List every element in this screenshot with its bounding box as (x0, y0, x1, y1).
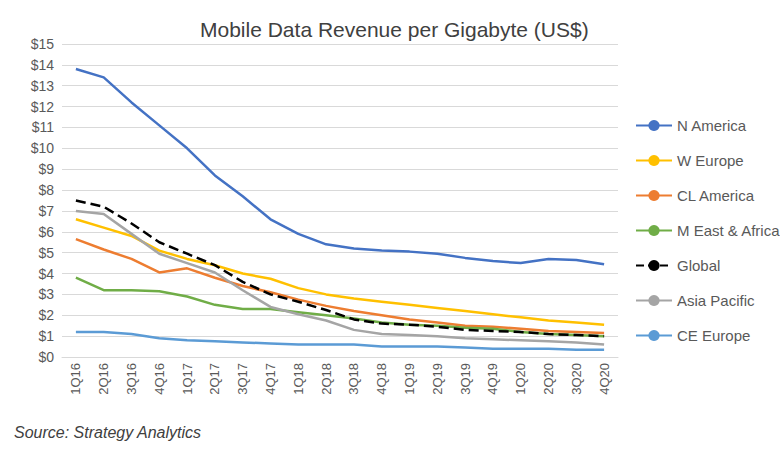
svg-text:1Q20: 1Q20 (513, 363, 528, 395)
svg-text:3Q19: 3Q19 (458, 363, 473, 395)
svg-text:4Q18: 4Q18 (374, 363, 389, 395)
svg-text:1Q19: 1Q19 (402, 363, 417, 395)
svg-text:3Q17: 3Q17 (235, 363, 250, 395)
svg-text:2Q16: 2Q16 (96, 363, 111, 395)
svg-text:2Q19: 2Q19 (430, 363, 445, 395)
svg-text:CL America: CL America (677, 187, 755, 204)
svg-text:Source: Strategy Analytics: Source: Strategy Analytics (14, 424, 201, 441)
svg-text:2Q18: 2Q18 (319, 363, 334, 395)
svg-text:$2: $2 (38, 307, 54, 323)
svg-text:$9: $9 (38, 161, 54, 177)
svg-text:W Europe: W Europe (677, 152, 744, 169)
svg-text:$5: $5 (38, 245, 54, 261)
svg-text:$12: $12 (31, 99, 55, 115)
svg-text:3Q20: 3Q20 (569, 363, 584, 395)
svg-text:4Q19: 4Q19 (485, 363, 500, 395)
svg-text:Global: Global (677, 257, 720, 274)
svg-text:M East & Africa: M East & Africa (677, 222, 780, 239)
svg-text:1Q16: 1Q16 (68, 363, 83, 395)
svg-text:2Q17: 2Q17 (207, 363, 222, 395)
svg-text:3Q16: 3Q16 (124, 363, 139, 395)
svg-text:1Q17: 1Q17 (180, 363, 195, 395)
svg-text:2Q20: 2Q20 (541, 363, 556, 395)
svg-text:$3: $3 (38, 286, 54, 302)
svg-text:Asia Pacific: Asia Pacific (677, 292, 755, 309)
svg-text:1Q18: 1Q18 (291, 363, 306, 395)
svg-text:N America: N America (677, 117, 747, 134)
svg-text:$10: $10 (31, 140, 55, 156)
svg-text:$8: $8 (38, 182, 54, 198)
svg-text:3Q18: 3Q18 (346, 363, 361, 395)
svg-text:$11: $11 (32, 119, 55, 135)
svg-text:$7: $7 (38, 203, 54, 219)
svg-text:$4: $4 (38, 266, 54, 282)
svg-text:4Q16: 4Q16 (152, 363, 167, 395)
svg-text:$6: $6 (38, 224, 54, 240)
svg-text:CE Europe: CE Europe (677, 327, 750, 344)
svg-text:$15: $15 (31, 36, 55, 52)
svg-text:4Q20: 4Q20 (597, 363, 612, 395)
svg-text:$0: $0 (38, 349, 54, 365)
svg-text:$14: $14 (31, 57, 55, 73)
svg-text:4Q17: 4Q17 (263, 363, 278, 395)
svg-text:$1: $1 (38, 328, 54, 344)
svg-text:Mobile Data Revenue per Gigaby: Mobile Data Revenue per Gigabyte (US$) (200, 18, 589, 41)
svg-text:$13: $13 (31, 78, 55, 94)
